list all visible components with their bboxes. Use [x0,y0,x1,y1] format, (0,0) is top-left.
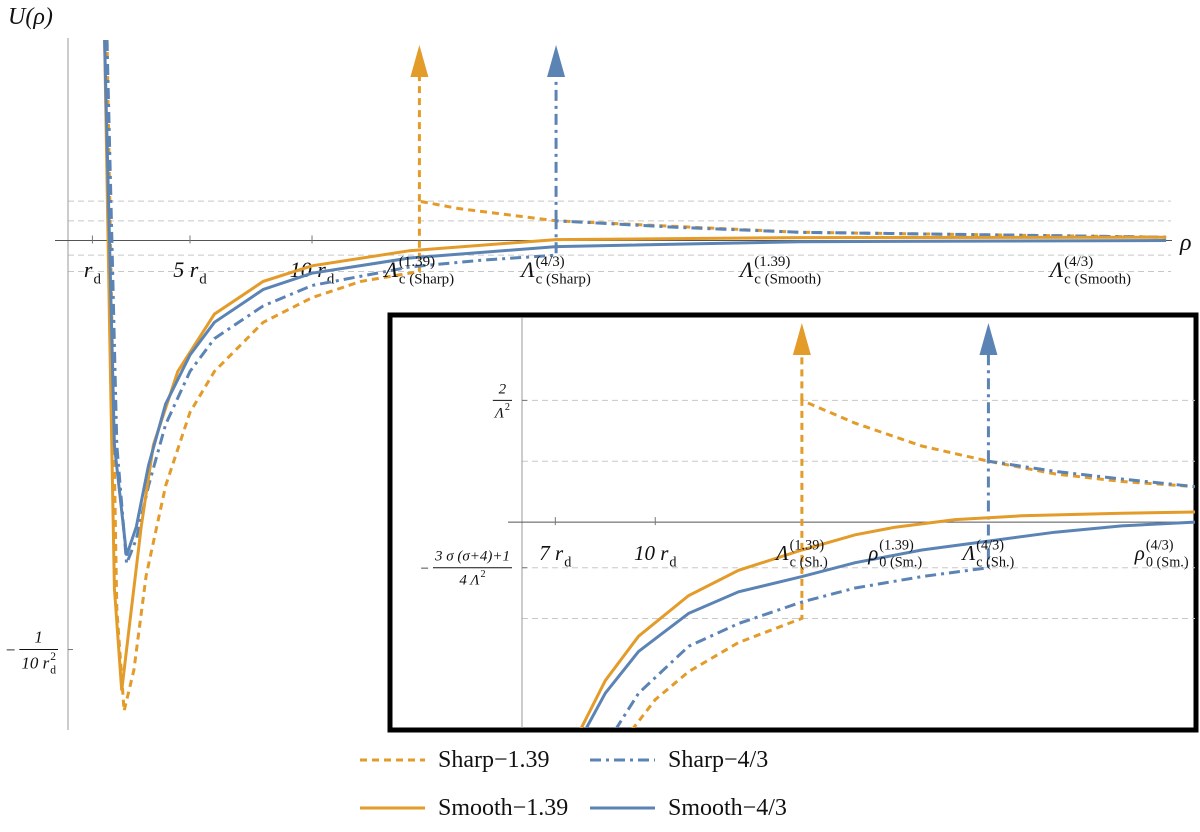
label-sub: c (Sharp) [399,272,454,288]
arrow-head [410,45,429,77]
label: Λ [774,541,789,565]
label: 7 r [539,541,564,565]
label: 4 Λ [459,573,479,589]
label: r [84,257,93,282]
legend: Sharp−1.39 Sharp−4/3 Smooth−1.39 Smooth−4/3 [360,747,787,821]
label-sub: d [50,664,56,677]
label-sup: (4/3) [976,538,1004,554]
series-line [103,39,1167,691]
label: Λ [961,541,976,565]
series-line [631,398,1195,728]
legend-label: Sharp−1.39 [438,747,550,773]
label-sub: c (Sh.) [790,554,828,570]
label-sup: 2 [50,650,56,663]
label: 10 r [21,654,49,673]
arrow-head [547,45,566,77]
label-sub: d [327,272,335,288]
label: ρ [867,541,878,565]
y-axis-label: U(ρ) [8,4,53,30]
label-sub: d [564,554,571,570]
label-sub: c (Sharp) [536,272,591,288]
label-sup: (4/3) [1064,254,1093,270]
label-sup: (4/3) [1146,538,1174,554]
label-sup: (1.39) [879,538,914,554]
label: Λ [383,257,399,282]
label: Λ [1048,257,1064,282]
legend-label: Smooth−1.39 [438,795,568,821]
label-sup: (1.39) [790,538,825,554]
label-sub: d [93,272,101,288]
fraction-num: 2 [499,381,507,397]
series-line [579,510,1195,728]
series-line [584,520,1195,728]
series-line [103,39,1167,556]
series-line [614,459,1195,728]
arrow-head [792,323,811,355]
plot-area [579,398,1195,728]
label-sup: (1.39) [399,254,435,270]
label-sup: (1.39) [754,254,790,270]
label-sub: 0 (Sm.) [879,554,922,570]
fraction-den: 10 r 2d [21,650,56,677]
inset-chart: 7 r d 10 r d2Λ 23 σ (σ+4)+14 Λ 2−Λ (1.39)c (Sh… [421,318,1195,728]
label-sup: 2 [480,569,485,580]
label-sub: c (Smooth) [1064,272,1131,288]
x-axis-label: ρ [1179,230,1192,256]
label-sub: d [669,554,676,570]
label: Λ [493,405,504,421]
label: ρ [1134,541,1145,565]
plot-area [103,39,1167,712]
fraction-num: 1 [34,628,43,647]
label-sub: c (Sh.) [976,554,1014,570]
label: 10 r [634,541,669,565]
label-sub: c (Smooth) [754,272,821,288]
legend-label: Sharp−4/3 [668,747,768,773]
arrow-head [979,323,998,355]
label: Λ [738,257,754,282]
label-sup: 2 [505,402,510,413]
fraction-sign: − [421,561,429,577]
label: 5 r [173,257,199,282]
label: Λ [519,257,535,282]
fraction-sign: − [6,640,16,659]
label-sub: 0 (Sm.) [1146,554,1189,570]
label-sup: (4/3) [536,254,565,270]
fraction-num: 3 σ (σ+4)+1 [434,549,510,565]
legend-label: Smooth−4/3 [668,795,787,821]
label-sub: d [199,272,207,288]
series-line [105,39,1167,712]
